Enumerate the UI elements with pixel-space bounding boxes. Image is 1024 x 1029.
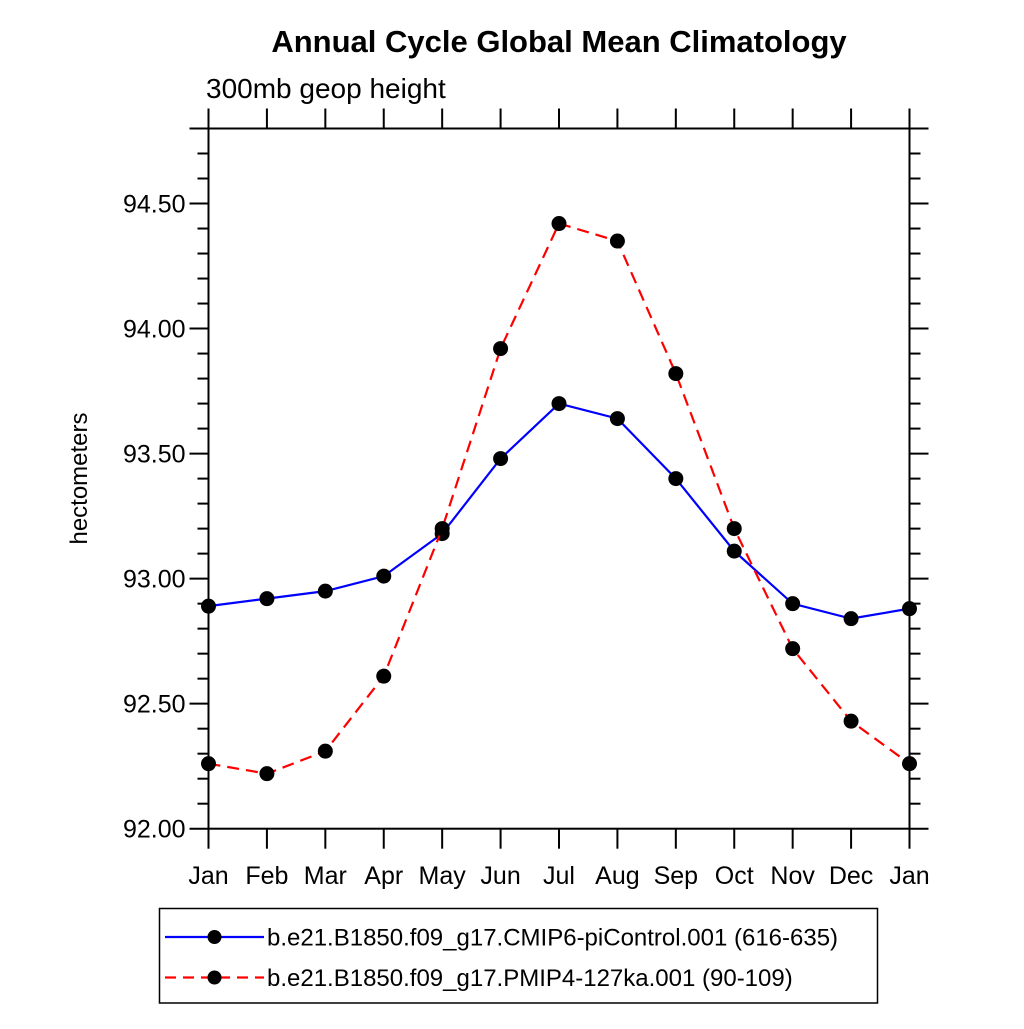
data-point-marker [902, 756, 917, 772]
legend-marker [207, 970, 222, 985]
y-axis-label: hectometers [66, 412, 93, 544]
x-month-label: Nov [770, 862, 815, 890]
data-point-marker [434, 521, 450, 537]
x-month-label: May [419, 862, 467, 890]
data-point-marker [493, 451, 509, 467]
legend-entry: b.e21.B1850.f09_g17.PMIP4-127ka.001 (90-… [165, 965, 793, 992]
chart-subtitle: 300mb geop height [206, 73, 446, 104]
data-point-marker [668, 366, 684, 382]
series-line-cmip6 [208, 402, 910, 620]
y-tick-label: 94.50 [123, 191, 186, 219]
x-month-label: Dec [829, 862, 873, 890]
plot-frame [207, 127, 911, 830]
data-point-marker [668, 471, 684, 487]
data-point-marker [843, 713, 859, 729]
series-line-pmip4 [208, 222, 911, 775]
data-point-marker [785, 596, 801, 612]
y-tick-label: 93.50 [123, 441, 186, 469]
data-point-marker [493, 341, 509, 357]
data-point-marker [902, 601, 917, 617]
chart-title: Annual Cycle Global Mean Climatology [271, 24, 847, 59]
x-month-label: Aug [595, 862, 639, 890]
x-month-label: Sep [654, 862, 698, 890]
data-point-marker [726, 543, 742, 559]
x-axis-ticks: Jan Feb Mar Apr May Jun Jul Aug Sep Oct Nov Dec Jan [188, 108, 930, 890]
data-point-marker [376, 668, 392, 684]
data-point-marker [551, 216, 567, 232]
y-tick-label: 92.50 [123, 691, 186, 719]
series-lines [201, 216, 917, 782]
data-point-marker [259, 591, 275, 607]
legend-entry: b.e21.B1850.f09_g17.CMIP6-piControl.001 … [165, 925, 838, 952]
data-point-marker [609, 411, 625, 427]
legend-marker [207, 930, 222, 944]
x-month-label: Mar [304, 862, 347, 890]
x-month-label: Apr [364, 862, 403, 890]
data-point-marker [201, 756, 216, 772]
x-month-label: Jun [480, 862, 520, 890]
data-point-marker [551, 396, 567, 412]
legend-box [158, 907, 879, 1004]
data-point-marker [201, 598, 216, 614]
x-month-label: Jul [543, 862, 575, 890]
x-month-label: Feb [245, 862, 288, 890]
y-axis-ticks: 92.00 92.50 93.00 93.50 94.00 94.50 [123, 127, 929, 844]
legend-label: b.e21.B1850.f09_g17.PMIP4-127ka.001 (90-… [267, 965, 793, 992]
data-point-marker [317, 583, 333, 599]
data-point-marker [609, 233, 625, 249]
y-tick-label: 94.00 [123, 316, 186, 344]
legend: b.e21.B1850.f09_g17.CMIP6-piControl.001 … [158, 907, 879, 1004]
legend-entries: b.e21.B1850.f09_g17.CMIP6-piControl.001 … [165, 925, 838, 992]
x-month-label: Jan [889, 862, 929, 890]
data-point-marker [843, 611, 859, 627]
x-month-label: Jan [188, 862, 228, 890]
data-point-marker [376, 568, 392, 584]
data-point-marker [726, 521, 742, 537]
data-point-marker [317, 743, 333, 759]
legend-label: b.e21.B1850.f09_g17.CMIP6-piControl.001 … [267, 925, 838, 952]
x-month-label: Oct [715, 862, 754, 890]
y-tick-label: 93.00 [123, 566, 186, 594]
data-point-marker [259, 766, 275, 782]
data-point-marker [785, 641, 801, 657]
y-tick-label: 92.00 [123, 816, 186, 844]
